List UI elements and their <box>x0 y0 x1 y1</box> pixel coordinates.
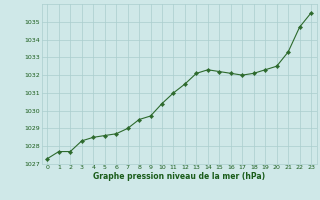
X-axis label: Graphe pression niveau de la mer (hPa): Graphe pression niveau de la mer (hPa) <box>93 172 265 181</box>
